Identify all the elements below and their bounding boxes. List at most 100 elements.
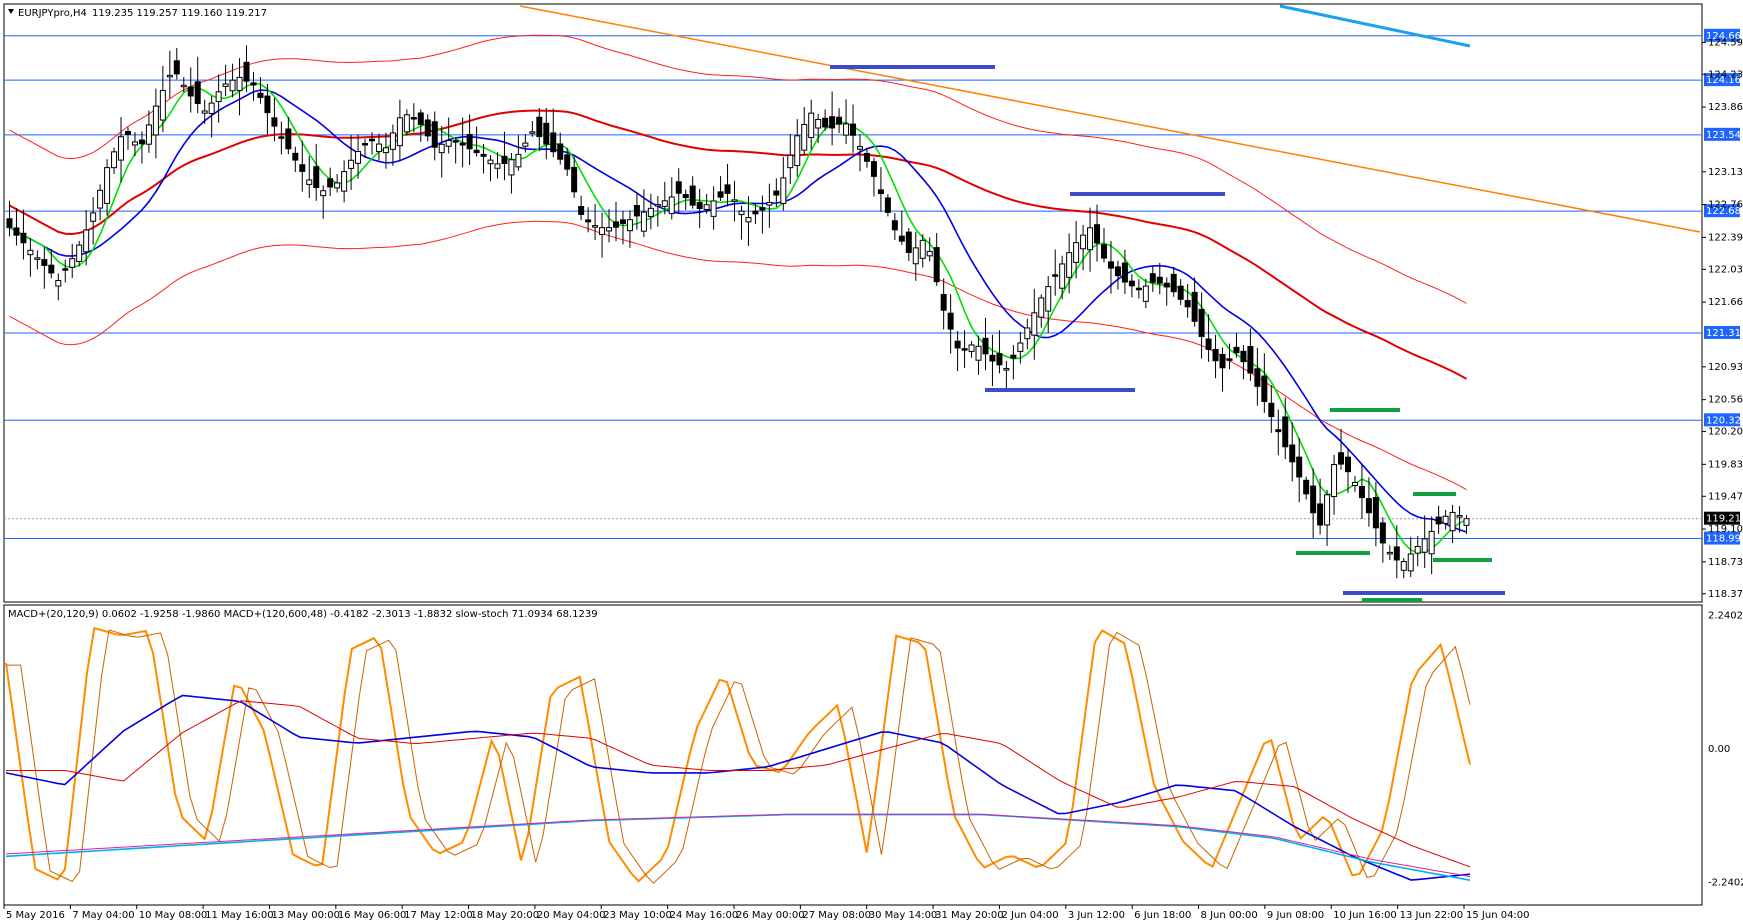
ma-slow-line	[9, 109, 1467, 380]
bear-candle	[1365, 498, 1372, 514]
bull-candle	[166, 74, 173, 78]
bull-candle	[1142, 285, 1149, 302]
bull-candle	[1324, 494, 1331, 526]
bear-candle	[1345, 456, 1351, 473]
level-label: 122.686	[1706, 206, 1743, 217]
bear-candle	[947, 312, 954, 330]
bear-candle	[125, 130, 131, 135]
bull-candle	[592, 225, 599, 228]
bull-candle	[76, 244, 83, 262]
macd-tick-label: 2.2402	[1708, 611, 1743, 622]
bull-candle	[487, 159, 494, 165]
bear-candle	[20, 232, 27, 244]
bear-candle	[905, 231, 912, 253]
time-label: 16 May 06:00	[338, 910, 407, 921]
time-label: 26 May 00:00	[736, 910, 805, 921]
bear-candle	[1191, 291, 1198, 322]
bear-candle	[473, 149, 480, 154]
level-tag	[1704, 531, 1740, 545]
bull-candle	[375, 143, 382, 153]
bull-candle	[69, 258, 76, 268]
bear-candle	[982, 337, 989, 355]
bear-candle	[1170, 273, 1177, 293]
time-label: 10 May 08:00	[139, 910, 208, 921]
bear-candle	[1177, 285, 1184, 300]
bear-candle	[1184, 300, 1191, 308]
bear-candle	[138, 139, 145, 145]
bear-candle	[1296, 456, 1303, 478]
time-label: 6 Jun 18:00	[1134, 910, 1191, 921]
bull-candle	[1442, 515, 1449, 524]
bull-candle	[396, 117, 403, 147]
bear-candle	[543, 122, 550, 145]
price-tick-label: 124.590	[1708, 37, 1743, 48]
bear-candle	[417, 112, 424, 126]
time-label: 24 May 16:00	[670, 910, 739, 921]
time-label: 31 May 20:00	[935, 910, 1004, 921]
bear-candle	[466, 134, 473, 150]
bull-candle	[355, 151, 362, 164]
time-label: 15 Jun 04:00	[1466, 910, 1530, 921]
bear-candle	[996, 353, 1003, 366]
bull-candle	[1428, 530, 1435, 555]
bull-candle	[926, 250, 933, 257]
bull-candle	[1331, 464, 1338, 498]
level-label: 123.547	[1706, 130, 1743, 141]
bull-candle	[1400, 561, 1407, 571]
bull-candle	[1456, 515, 1463, 518]
bear-candle	[829, 116, 836, 129]
bear-candle	[1156, 276, 1163, 284]
bear-candle	[313, 166, 320, 189]
bear-candle	[571, 166, 578, 193]
bull-candle	[787, 154, 794, 169]
bull-candle	[1351, 481, 1358, 487]
macd-tick-label: -2.2402	[1708, 878, 1743, 889]
bull-candle	[118, 136, 125, 161]
bull-candle	[808, 112, 815, 138]
bull-candle	[131, 141, 138, 146]
level-label: 118.993	[1706, 534, 1743, 545]
stoch-k-line	[5, 626, 1471, 883]
bull-candle	[1386, 551, 1393, 555]
bull-candle	[654, 204, 661, 207]
bull-candle	[1414, 545, 1421, 554]
bull-candle	[1059, 263, 1066, 289]
bull-candle	[215, 91, 222, 103]
bull-candle	[731, 199, 738, 202]
bear-candle	[1338, 452, 1345, 465]
bull-candle	[445, 140, 452, 147]
bear-candle	[773, 190, 780, 196]
bull-candle	[159, 89, 166, 121]
bull-candle	[97, 189, 104, 209]
bull-candle	[738, 210, 745, 216]
bear-candle	[1094, 224, 1101, 244]
time-label: 9 Jun 08:00	[1267, 910, 1324, 921]
level-label: 124.664	[1706, 31, 1743, 42]
bear-candle	[194, 81, 201, 104]
indicator-panel	[3, 604, 1703, 906]
bull-candle	[710, 200, 717, 217]
bull-candle	[1038, 297, 1045, 318]
level-tag	[1704, 325, 1740, 339]
bull-candle	[1017, 342, 1024, 352]
bull-candle	[640, 211, 647, 232]
macd-signal-line	[6, 700, 1471, 868]
bear-candle	[1114, 266, 1121, 277]
bear-candle	[264, 95, 271, 114]
symbol-dropdown-icon[interactable]	[8, 9, 14, 14]
bear-candle	[1310, 485, 1317, 514]
bull-candle	[201, 110, 208, 114]
bull-candle	[55, 279, 62, 287]
bear-candle	[954, 340, 961, 349]
bull-candle	[522, 142, 529, 147]
bull-candle	[90, 212, 97, 222]
bear-candle	[1254, 368, 1261, 387]
bear-candle	[1205, 338, 1212, 350]
bear-candle	[278, 136, 285, 139]
time-label: 5 May 2016	[6, 910, 65, 921]
price-tick-label: 122.030	[1708, 264, 1743, 275]
bull-candle	[508, 159, 515, 176]
bull-candle	[320, 190, 327, 197]
time-label: 13 May 00:00	[271, 910, 340, 921]
